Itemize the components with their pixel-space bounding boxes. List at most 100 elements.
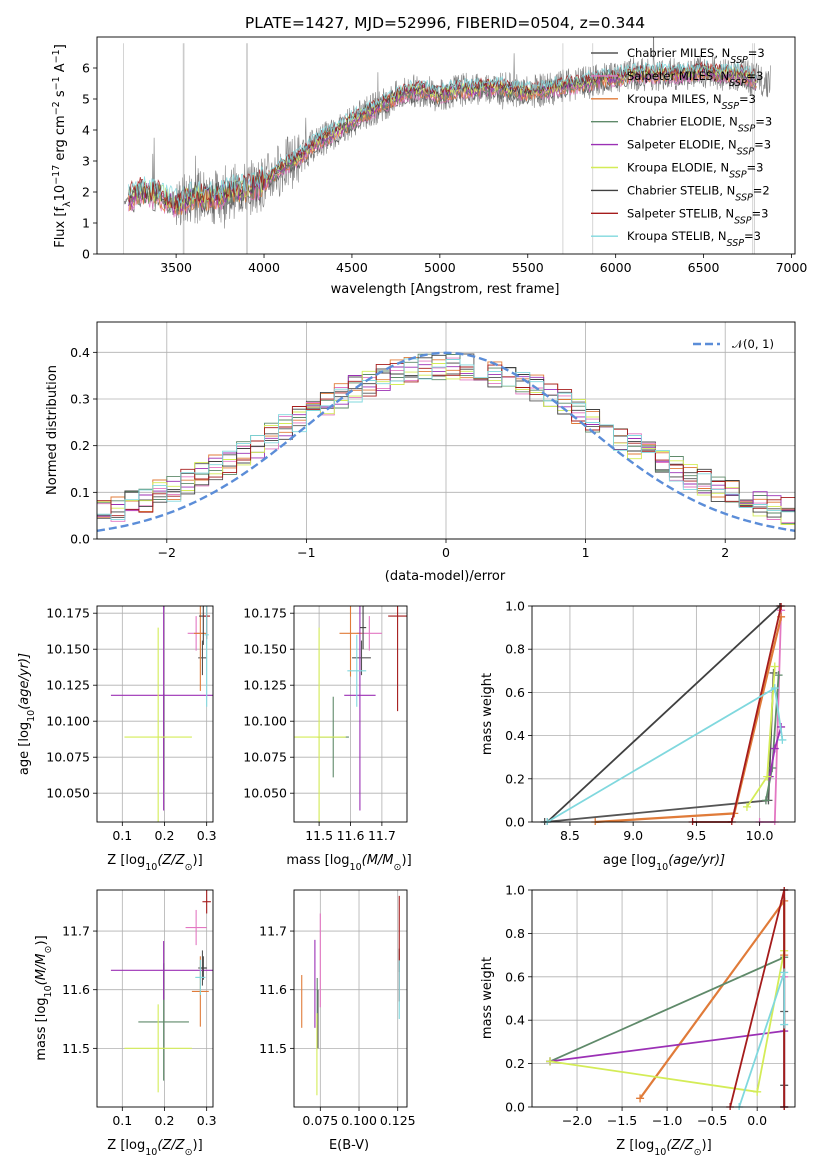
legend-entry: Salpeter ELODIE, NSSP=3 [627,138,771,158]
x-tick-label: 9.5 [686,828,706,843]
x-tick-label: −1.5 [607,1113,637,1128]
y-tick-label: 11.5 [62,1041,90,1056]
y-axis-label: age [log10(age/yr)] [17,653,37,775]
y-tick-label: 0.2 [70,438,90,453]
y-tick-label: 10.050 [243,786,287,801]
x-axis-label: E(B-V) [329,1138,369,1153]
x-tick-label: 3500 [160,260,192,275]
label-part: SSP [729,169,747,180]
plot-area [123,37,771,254]
label-part: SSP [735,192,753,203]
y-tick-label: 0.8 [505,926,525,941]
label-part: )] [402,853,412,868]
histogram-series [97,358,795,520]
label-part: )] [34,935,49,945]
x-axis-label: mass [log10(M/M⊙)] [286,853,411,873]
x-tick-label: 0.100 [341,1113,377,1128]
label-part: =3 [748,46,765,60]
y-axis-label: mass weight [480,673,495,755]
y-tick-label: 10.125 [46,678,90,693]
axes-frame [293,889,408,1108]
x-tick-label: 0.1 [112,828,132,843]
label-part: Kroupa ELODIE, N [627,161,729,175]
x-tick-label: 0.125 [380,1113,416,1128]
x-tick-label: 0 [442,545,450,560]
x-tick-label: 7000 [776,260,808,275]
x-tick-label: −2.0 [562,1113,592,1128]
weight-point-marker [761,796,770,805]
y-tick-label: 11.7 [259,924,287,939]
label-part: SSP [727,238,745,249]
label-part: −1 [51,76,62,90]
label-part: (age/yr)] [17,653,32,710]
weight-series-line [738,972,786,1108]
y-tick-label: 0 [82,247,90,262]
label-part: Chabrier MILES, N [627,46,730,60]
label-part: =3 [755,115,772,129]
x-tick-label: −1.0 [652,1113,682,1128]
weight-series-line [595,616,783,824]
y-tick-label: 0.6 [505,685,525,700]
weight-point-marker [636,1094,645,1103]
axes-frame [96,605,214,823]
plot-area [301,895,400,1096]
weight-series-line [549,956,785,1063]
label-part: λ [62,201,73,207]
model-spectrum-line [128,60,757,207]
axes-frame [531,889,796,1108]
label-part: (M/M [362,853,394,868]
x-tick-label: 0.2 [155,1113,175,1128]
label-part: (age/yr)] [668,853,725,868]
weight-series-line [544,672,775,823]
y-tick-label: 4 [82,123,90,138]
x-tick-label: 9.0 [623,828,643,843]
label-part: SSP [734,215,752,226]
label-part: Salpeter ELODIE, N [627,138,737,152]
label-part: Chabrier ELODIE, N [627,115,738,129]
label-part: )] [193,1138,203,1153]
plot-area [110,890,213,1093]
legend-entry: 𝒩(0, 1) [732,337,774,351]
label-part: −1 [51,49,62,63]
y-tick-label: 10.175 [46,606,90,621]
legend-entry: Salpeter STELIB, NSSP=3 [627,206,768,226]
label-part: (Z/Z [157,853,185,868]
weight-point-marker [753,1087,762,1096]
y-axis-label: Normed distribution [45,365,60,495]
y-tick-label: 10.075 [46,750,90,765]
y-tick-label: 10.150 [243,642,287,657]
x-tick-label: 0.3 [197,828,217,843]
y-axis-label: mass [log10(M/M⊙)] [34,935,54,1060]
y-tick-label: 10.150 [46,642,90,657]
x-tick-label: 0.075 [302,1113,338,1128]
model-spectrum-line [128,63,757,211]
weight-point-marker [780,968,789,977]
axes-frame [531,605,796,823]
label-part: mass [log [34,997,49,1060]
y-tick-label: 10.175 [243,606,287,621]
label-part: ⊙ [185,1147,193,1158]
histogram-series [97,363,795,525]
y-tick-label: 10.075 [243,750,287,765]
legend-entry: Kroupa ELODIE, NSSP=3 [627,161,764,181]
label-part: =3 [744,229,761,243]
weight-vs-metallicity-panel: −2.0 −1.5 −1.0 −0.5 0.0 0.0 0.2 0.4 0.6 0.8 1.0 Z [… [480,883,796,1158]
weight-point-marker [770,662,779,671]
weight-point-marker [770,744,779,753]
label-part: 10 [350,862,362,873]
label-part: =3 [739,92,756,106]
mass-vs-extinction-panel: 0.075 0.100 0.125 11.5 11.6 11.7 E(B-V) [259,889,416,1153]
y-tick-label: 10.100 [243,714,287,729]
y-tick-label: 0.1 [70,485,90,500]
y-tick-label: 6 [82,61,90,76]
y-tick-label: 11.6 [259,982,287,997]
label-part: age [log [17,722,32,775]
weight-point-marker [546,1057,555,1066]
label-part: A [53,63,68,76]
plot-area [540,603,787,825]
x-tick-label: 5000 [424,260,456,275]
label-part: SSP [729,77,747,88]
label-part: 10 [53,185,68,202]
x-tick-label: 11.7 [368,828,396,843]
legend-entry: Chabrier STELIB, NSSP=2 [627,183,770,203]
